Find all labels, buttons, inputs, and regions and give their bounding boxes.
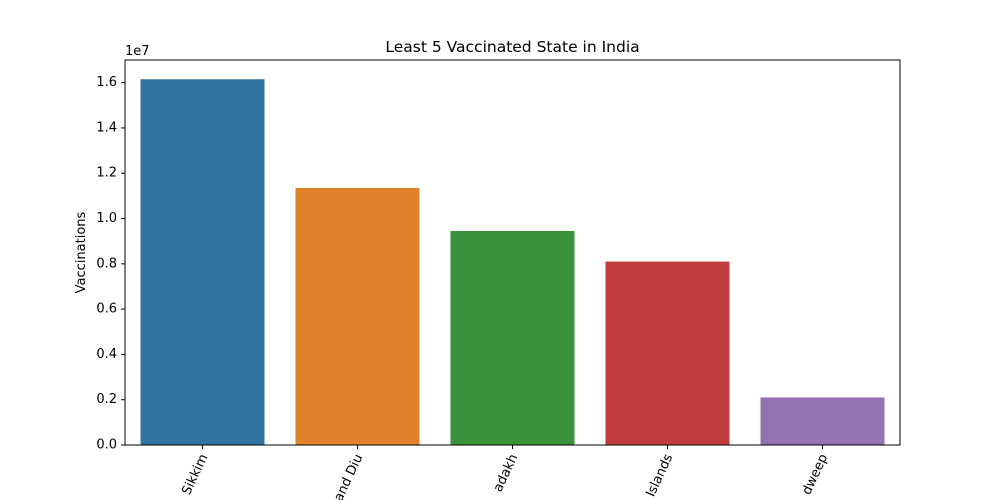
- y-offset-text: 1e7: [125, 44, 150, 59]
- y-tick-label: 0.4: [96, 347, 117, 362]
- bar-1: [295, 187, 420, 446]
- bars-group: [140, 79, 885, 446]
- y-ticks-group: 0.0 0.2 0.4 0.6 0.8 1.0 1.2 1.4 1.6: [96, 75, 125, 453]
- y-tick-label: 1.4: [96, 120, 117, 135]
- y-axis-label: Vaccinations: [74, 211, 89, 293]
- x-tick-label: and Diu: [331, 452, 366, 500]
- bar-4: [760, 397, 885, 445]
- chart-title: Least 5 Vaccinated State in India: [385, 38, 639, 56]
- y-tick-label: 0.2: [96, 392, 117, 407]
- y-tick-label: 1.0: [96, 211, 117, 226]
- x-ticks-group: Sikkim and Diu adakh Islands dweep: [179, 445, 831, 500]
- x-tick-label: adakh: [491, 452, 521, 495]
- x-tick-label: dweep: [799, 452, 831, 497]
- bar-2: [450, 230, 575, 445]
- y-tick-label: 1.6: [96, 75, 117, 90]
- x-tick-label: Islands: [643, 452, 676, 500]
- y-tick-label: 0.0: [96, 438, 117, 453]
- y-tick-label: 1.2: [96, 166, 117, 181]
- plot-frame: [124, 59, 901, 446]
- bar-3: [605, 261, 730, 445]
- y-tick-label: 0.8: [96, 256, 117, 271]
- y-tick-label: 0.6: [96, 302, 117, 317]
- bar-0: [140, 79, 265, 445]
- x-tick-label: Sikkim: [179, 452, 211, 497]
